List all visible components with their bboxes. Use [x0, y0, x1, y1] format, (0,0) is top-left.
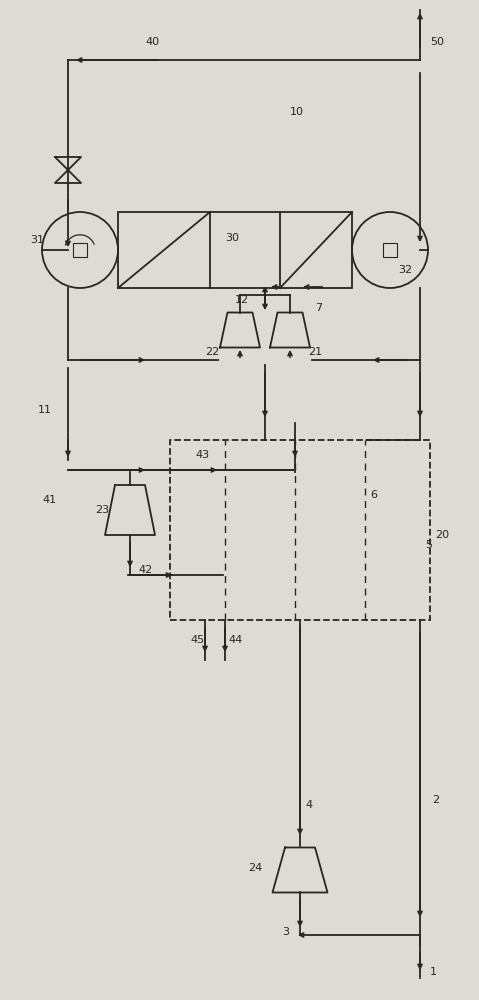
Text: 5: 5: [425, 540, 432, 550]
Text: 43: 43: [195, 450, 209, 460]
Text: 12: 12: [235, 295, 249, 305]
Text: 2: 2: [432, 795, 439, 805]
Text: 20: 20: [435, 530, 449, 540]
Text: 7: 7: [315, 303, 322, 313]
Bar: [73, 243, 87, 257]
Text: 42: 42: [138, 565, 152, 575]
Text: 45: 45: [190, 635, 204, 645]
Text: 41: 41: [42, 495, 56, 505]
Text: 10: 10: [290, 107, 304, 117]
Text: 32: 32: [398, 265, 412, 275]
Text: 11: 11: [38, 405, 52, 415]
Text: 40: 40: [145, 37, 159, 47]
Text: 23: 23: [95, 505, 109, 515]
Text: 6: 6: [370, 490, 377, 500]
Text: 30: 30: [225, 233, 239, 243]
Text: 31: 31: [30, 235, 44, 245]
Text: 3: 3: [282, 927, 289, 937]
Text: 24: 24: [248, 863, 262, 873]
Text: 50: 50: [430, 37, 444, 47]
Text: 22: 22: [205, 347, 219, 357]
Bar: [170, 440, 430, 620]
Text: 44: 44: [228, 635, 242, 645]
Bar: [118, 212, 352, 288]
Bar: [383, 243, 397, 257]
Text: 1: 1: [430, 967, 437, 977]
Text: 21: 21: [308, 347, 322, 357]
Text: 4: 4: [305, 800, 312, 810]
